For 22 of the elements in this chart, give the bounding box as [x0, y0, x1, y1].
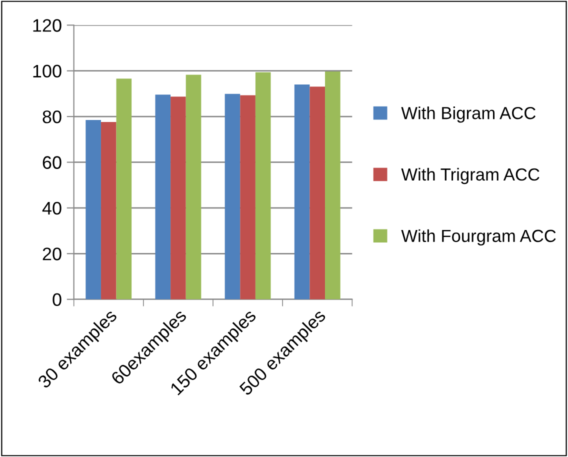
y-tick-label: 120	[33, 19, 62, 32]
bar	[155, 94, 171, 300]
bar	[186, 74, 202, 300]
bar	[325, 72, 340, 300]
y-tick-label: 20	[42, 248, 62, 260]
bar	[224, 94, 240, 300]
bar	[240, 95, 256, 300]
legend-label: With Bigram ACC	[401, 106, 536, 123]
bar	[86, 120, 101, 300]
legend-label: With Fourgram ACC	[401, 229, 556, 246]
bar	[170, 96, 186, 300]
y-tick-label: 100	[33, 64, 62, 78]
y-tick-label: 0	[52, 293, 62, 306]
y-tick-label: 80	[42, 110, 62, 124]
bar	[294, 84, 310, 300]
bar	[310, 86, 326, 300]
y-tick-label: 40	[42, 202, 62, 215]
bar	[255, 72, 271, 300]
y-tick-label: 60	[42, 156, 62, 169]
bar	[116, 78, 132, 300]
bar	[100, 122, 116, 300]
legend-label: With Trigram ACC	[401, 168, 540, 184]
